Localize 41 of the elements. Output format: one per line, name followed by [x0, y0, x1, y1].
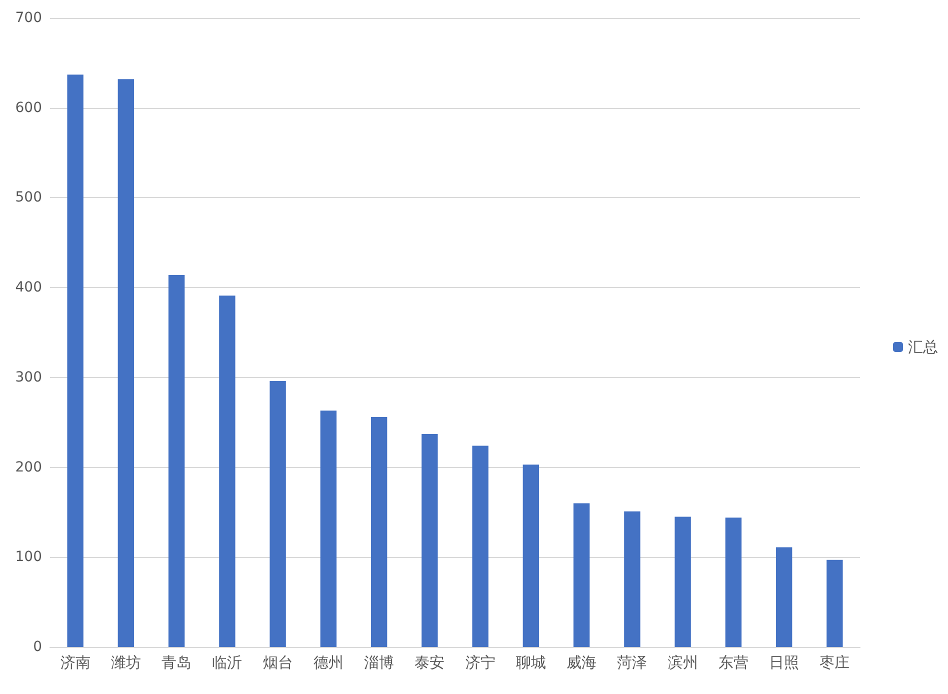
- x-tick-label: 菏泽: [617, 654, 648, 672]
- y-tick-label: 0: [33, 639, 42, 655]
- bar: [370, 416, 388, 647]
- bar: [168, 274, 185, 647]
- bar: [776, 547, 792, 647]
- x-tick-label: 济宁: [465, 654, 496, 672]
- bar: [219, 296, 236, 647]
- bar: [624, 511, 640, 647]
- x-tick-label: 聊城: [516, 654, 546, 672]
- bar: [67, 74, 84, 647]
- bar: [674, 516, 691, 647]
- bar: [118, 79, 134, 647]
- x-tick-label: 临沂: [212, 654, 242, 672]
- bar: [573, 503, 590, 647]
- y-tick-label: 300: [15, 369, 42, 386]
- bar: [472, 446, 488, 647]
- x-tick-label: 滨州: [668, 654, 698, 672]
- bar: [826, 560, 843, 647]
- y-tick-label: 400: [15, 280, 42, 296]
- x-tick-label: 潍坊: [110, 654, 141, 672]
- x-tick-label: 青岛: [162, 654, 192, 672]
- x-tick-label: 东营: [718, 654, 748, 672]
- x-tick-label: 枣庄: [820, 654, 850, 672]
- x-tick-label: 济南: [60, 654, 90, 672]
- x-tick-label: 日照: [769, 654, 800, 672]
- y-tick-label: 700: [15, 10, 42, 26]
- y-tick-label: 600: [15, 100, 42, 116]
- bar: [422, 434, 438, 647]
- x-tick-label: 烟台: [262, 654, 293, 672]
- x-tick-label: 德州: [313, 654, 344, 672]
- y-tick-label: 500: [15, 190, 42, 206]
- y-tick-label: 100: [15, 549, 42, 566]
- x-tick-label: 淄博: [364, 654, 394, 672]
- x-tick-label: 威海: [566, 654, 597, 672]
- y-tick-label: 200: [15, 459, 42, 476]
- bar: [320, 410, 337, 647]
- bar: [725, 518, 742, 647]
- x-tick-label: 泰安: [414, 654, 445, 672]
- legend-label: 汇总: [908, 338, 938, 356]
- bar: [270, 381, 286, 647]
- bar: [522, 464, 540, 647]
